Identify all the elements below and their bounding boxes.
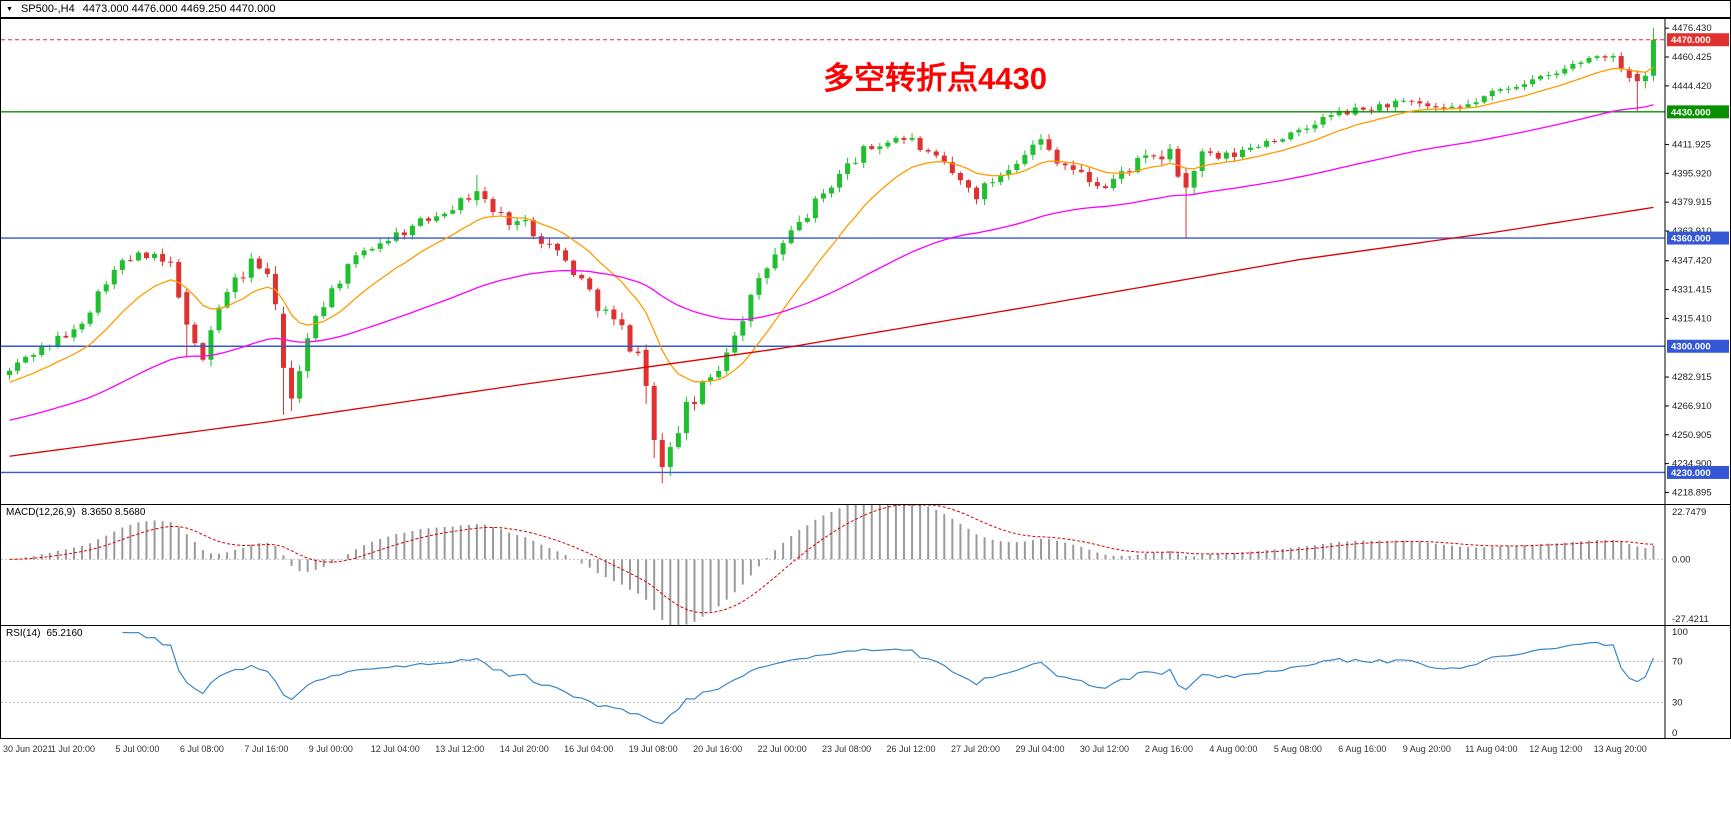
svg-text:4347.420: 4347.420 (1672, 256, 1712, 267)
svg-text:4250.905: 4250.905 (1672, 430, 1712, 441)
time-axis: 30 Jun 2021 1 Jul 20:00 5 Jul 00:00 6 Jul 0… (0, 740, 1731, 760)
time-label: 5 Aug 08:00 (1273, 744, 1322, 754)
time-label: 22 Jul 00:00 (757, 744, 807, 754)
svg-text:4363.910: 4363.910 (1672, 226, 1712, 237)
rsi-value: 65.2160 (46, 628, 83, 639)
time-label: 30 Jun 2021 (3, 744, 53, 754)
time-label: 5 Jul 00:00 (115, 744, 160, 754)
svg-text:4266.910: 4266.910 (1672, 401, 1712, 412)
time-label: 27 Jul 20:00 (950, 744, 1001, 754)
price-chart-canvas[interactable]: 4476.430 4460.425 4444.420 4411.925 4395.920… (1, 19, 1730, 504)
time-label: 16 Jul 04:00 (564, 744, 614, 754)
time-label: 1 Jul 20:00 (50, 744, 95, 754)
time-label: 9 Jul 00:00 (308, 744, 353, 754)
svg-text:70: 70 (1672, 657, 1683, 668)
macd-values: 8.3650 8.5680 (81, 507, 146, 518)
svg-text:4234.900: 4234.900 (1672, 459, 1712, 470)
macd-pane: MACD(12,26,9) 8.3650 8.5680 22.7479 0.00 -2… (0, 504, 1731, 626)
rsi-canvas[interactable]: 100 70 30 0 (1, 626, 1730, 738)
time-label: 6 Jul 08:00 (179, 744, 224, 754)
time-label: 13 Aug 20:00 (1593, 744, 1647, 754)
time-label: 30 Jul 12:00 (1079, 744, 1129, 754)
chart-ohlc-readout: 4473.000 4476.000 4469.250 4470.000 (82, 3, 276, 15)
svg-text:4315.410: 4315.410 (1672, 313, 1712, 324)
macd-label-row: MACD(12,26,9) 8.3650 8.5680 (6, 507, 145, 518)
chart-dropdown-icon[interactable]: ▼ (6, 5, 13, 13)
time-label: 14 Jul 20:00 (499, 744, 549, 754)
svg-text:4218.895: 4218.895 (1672, 487, 1712, 498)
svg-text:4411.925: 4411.925 (1672, 139, 1711, 150)
hline-4230-tag: 4230.000 (1667, 465, 1729, 479)
time-label: 20 Jul 16:00 (693, 744, 743, 754)
svg-text:0: 0 (1672, 728, 1677, 738)
svg-text:100: 100 (1672, 627, 1688, 638)
hline-4360-tag: 4360.000 (1667, 231, 1729, 245)
time-label: 6 Aug 16:00 (1338, 744, 1387, 754)
time-label: 2 Aug 16:00 (1144, 744, 1193, 754)
time-label: 12 Jul 04:00 (370, 744, 420, 754)
svg-text:4331.415: 4331.415 (1672, 285, 1712, 296)
time-label: 26 Jul 12:00 (886, 744, 936, 754)
hline-4430-tag: 4430.000 (1667, 105, 1729, 119)
macd-label: MACD(12,26,9) (6, 507, 76, 518)
svg-text:4460.425: 4460.425 (1672, 52, 1712, 63)
svg-text:4360.000: 4360.000 (1671, 234, 1711, 245)
time-label: 11 Aug 04:00 (1465, 744, 1518, 754)
svg-text:4300.000: 4300.000 (1671, 342, 1711, 353)
hline-4300-tag: 4300.000 (1667, 339, 1729, 353)
svg-text:4470.000: 4470.000 (1671, 35, 1711, 46)
chart-symbol-timeframe: SP500-,H4 (20, 3, 75, 15)
svg-text:4379.915: 4379.915 (1672, 197, 1712, 208)
svg-text:22.7479: 22.7479 (1672, 507, 1706, 518)
svg-text:4476.430: 4476.430 (1672, 23, 1712, 34)
time-label: 12 Aug 12:00 (1529, 744, 1583, 754)
svg-text:0.00: 0.00 (1672, 554, 1691, 565)
chart-title-bar: ▼ SP500-,H4 4473.000 4476.000 4469.250 4… (0, 0, 1731, 18)
time-label: 19 Jul 08:00 (628, 744, 678, 754)
rsi-label-row: RSI(14) 65.2160 (6, 628, 83, 639)
time-label: 13 Jul 12:00 (435, 744, 485, 754)
last-price-tag: 4470.000 (1667, 33, 1729, 47)
price-pane: 4476.430 4460.425 4444.420 4411.925 4395.920… (0, 18, 1731, 505)
svg-text:30: 30 (1672, 697, 1683, 708)
rsi-pane: RSI(14) 65.2160 100 70 30 0 (0, 625, 1731, 739)
svg-text:4282.915: 4282.915 (1672, 372, 1712, 383)
svg-text:4444.420: 4444.420 (1672, 81, 1712, 92)
svg-text:4430.000: 4430.000 (1671, 107, 1711, 118)
time-label: 9 Aug 20:00 (1402, 744, 1451, 754)
rsi-label: RSI(14) (6, 628, 41, 639)
time-label: 29 Jul 04:00 (1015, 744, 1065, 754)
svg-text:4395.920: 4395.920 (1672, 168, 1712, 179)
svg-text:4230.000: 4230.000 (1671, 468, 1711, 479)
annotation-text: 多空转折点4430 (823, 61, 1047, 96)
time-label: 23 Jul 08:00 (822, 744, 872, 754)
time-label: 4 Aug 00:00 (1209, 744, 1258, 754)
time-label: 7 Jul 16:00 (244, 744, 289, 754)
macd-canvas[interactable]: 22.7479 0.00 -27.4211 (1, 505, 1730, 625)
svg-text:-27.4211: -27.4211 (1672, 614, 1709, 625)
